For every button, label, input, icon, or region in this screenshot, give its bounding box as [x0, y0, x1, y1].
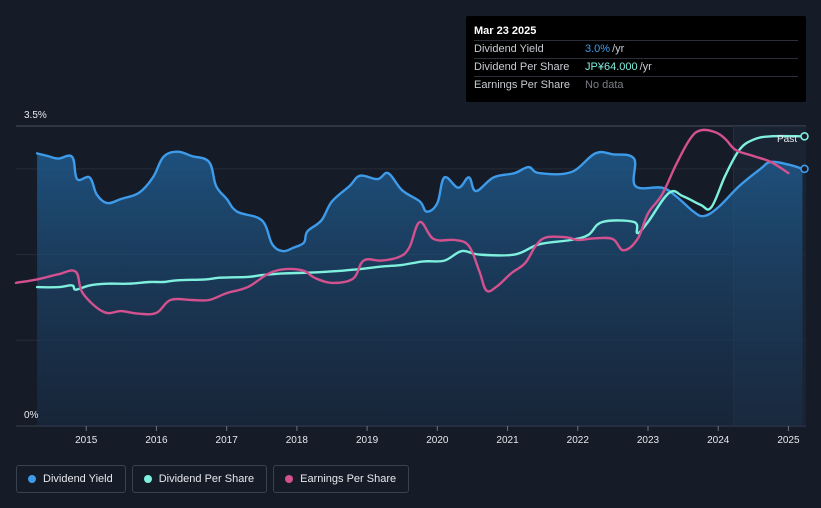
tooltip-unit: /yr	[612, 43, 625, 55]
legend-item-earnings-per-share[interactable]: Earnings Per Share	[273, 465, 410, 493]
legend: Dividend Yield Dividend Per Share Earnin…	[16, 465, 410, 493]
tooltip-date: Mar 23 2025	[474, 25, 537, 37]
tooltip-label: Dividend Yield	[474, 43, 544, 55]
x-tick-label: 2018	[286, 435, 309, 446]
legend-item-dividend-yield[interactable]: Dividend Yield	[16, 465, 126, 493]
dividend-per-share-end-marker	[800, 131, 809, 141]
x-tick-label: 2022	[567, 435, 590, 446]
legend-dot-icon	[285, 475, 294, 483]
x-tick-label: 2015	[75, 435, 98, 446]
x-tick-label: 2016	[145, 435, 168, 446]
dividend-yield-area	[37, 151, 803, 426]
tooltip-value: 3.0%	[585, 43, 611, 55]
legend-label: Dividend Yield	[43, 473, 113, 485]
legend-label: Earnings Per Share	[300, 473, 397, 485]
series-lines	[14, 128, 804, 316]
legend-label: Dividend Per Share	[158, 473, 255, 485]
tooltip-row-dividend-per-share: Dividend Per Share JP¥64.000 /yr	[474, 58, 798, 76]
tooltip-value: JP¥64.000	[585, 61, 638, 73]
series-end-markers	[800, 131, 809, 174]
tooltip-row-earnings-per-share: Earnings Per Share No data	[474, 76, 798, 94]
tooltip-label: Dividend Per Share	[474, 61, 570, 73]
legend-dot-icon	[143, 475, 152, 483]
earnings-per-share-line	[14, 128, 790, 316]
dividend-per-share-line	[35, 134, 804, 291]
x-tick-label: 2017	[216, 435, 239, 446]
x-tick-label: 2025	[777, 435, 800, 446]
tooltip-row-dividend-yield: Dividend Yield 3.0% /yr	[474, 40, 798, 58]
dividend-yield-end-marker	[800, 164, 809, 174]
y-axis: 3.5% 0%	[24, 110, 47, 421]
y-tick-label-top: 3.5%	[24, 110, 47, 121]
tooltip: Mar 23 2025 Dividend Yield 3.0% /yr Divi…	[466, 16, 806, 102]
x-tick-label: 2024	[707, 435, 730, 446]
tooltip-label: Earnings Per Share	[474, 79, 570, 91]
y-tick-label-bottom: 0%	[24, 410, 39, 421]
x-tick-label: 2019	[356, 435, 379, 446]
legend-dot-icon	[28, 475, 36, 483]
legend-item-dividend-per-share[interactable]: Dividend Per Share	[131, 465, 268, 493]
x-axis: 2015 2016 2017 2018 2019 2020 2021 2022 2023 2024…	[75, 426, 800, 446]
dividend-yield-line	[35, 150, 804, 253]
past-label: Past	[777, 134, 797, 145]
tooltip-value: No data	[585, 79, 624, 91]
x-tick-label: 2023	[637, 435, 660, 446]
x-tick-label: 2020	[426, 435, 449, 446]
x-tick-label: 2021	[496, 435, 519, 446]
tooltip-unit: /yr	[639, 61, 652, 73]
